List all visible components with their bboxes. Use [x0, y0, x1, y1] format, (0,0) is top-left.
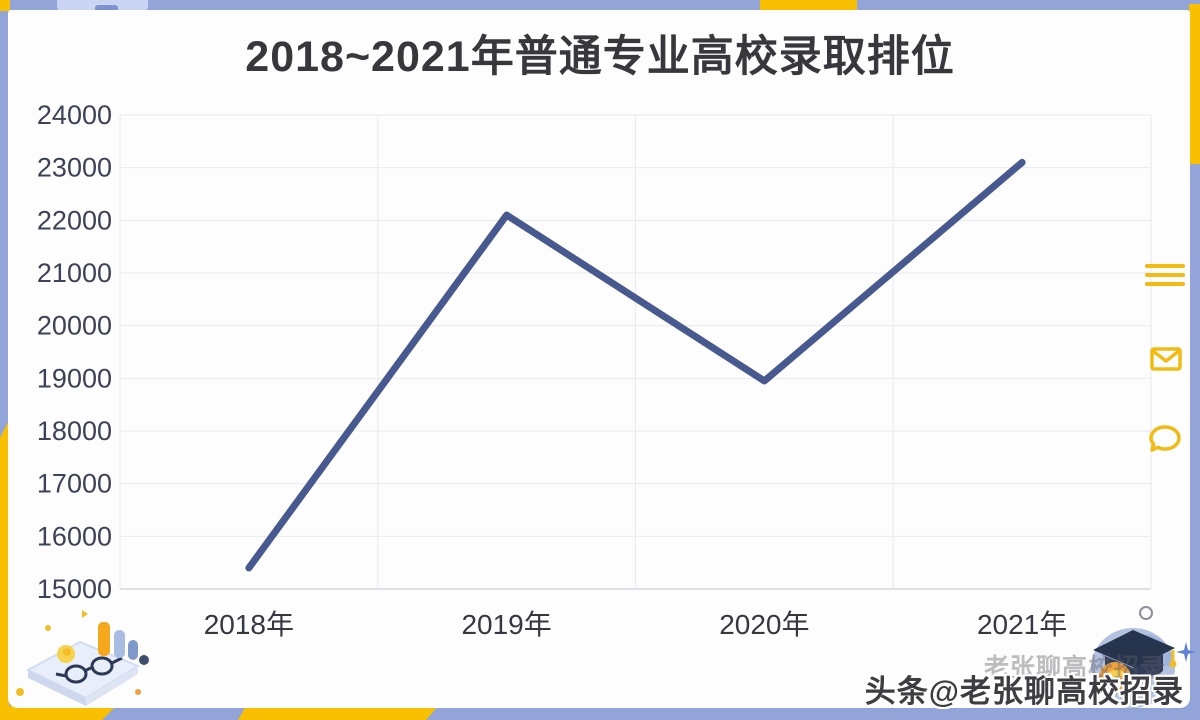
left-yellow-strip — [0, 420, 9, 720]
y-tick-label: 16000 — [37, 521, 112, 551]
x-tick-label: 2020年 — [719, 609, 809, 640]
x-tick-label: 2019年 — [461, 609, 551, 640]
y-tick-label: 19000 — [37, 363, 112, 393]
graduate-avatar-icon — [1091, 628, 1177, 708]
mail-icon[interactable] — [1149, 344, 1183, 372]
corner-accent-yellow — [0, 0, 10, 11]
y-tick-label: 17000 — [37, 469, 112, 499]
sparkle-icon — [1176, 642, 1196, 662]
bottom-yellow-segment — [0, 706, 116, 720]
circle-decoration — [1139, 606, 1153, 620]
y-tick-label: 22000 — [37, 205, 112, 235]
x-tick-label: 2021年 — [977, 609, 1067, 640]
notebook-chart-illustration — [16, 610, 149, 706]
data-series-line — [245, 158, 1026, 572]
comment-icon[interactable] — [1148, 424, 1182, 454]
y-tick-label: 20000 — [37, 311, 112, 341]
y-tick-label: 15000 — [37, 574, 112, 604]
right-yellow-strip — [1189, 4, 1200, 164]
bottom-yellow-segment — [238, 706, 438, 720]
menu-icon[interactable] — [1145, 262, 1185, 288]
chart-title: 2018~2021年普通专业高校录取排位 — [245, 33, 955, 81]
watermark-faint: 老张聊高校招录 — [983, 654, 1166, 682]
x-tick-label: 2018年 — [204, 609, 294, 640]
y-tick-label: 18000 — [37, 416, 112, 446]
y-tick-label: 24000 — [37, 100, 112, 130]
watermark-main: 头条@老张聊高校招录 — [864, 674, 1184, 709]
chart-canvas — [8, 10, 1190, 708]
y-tick-label: 21000 — [37, 258, 112, 288]
y-tick-label: 23000 — [37, 153, 112, 183]
top-yellow-bar — [760, 0, 857, 10]
